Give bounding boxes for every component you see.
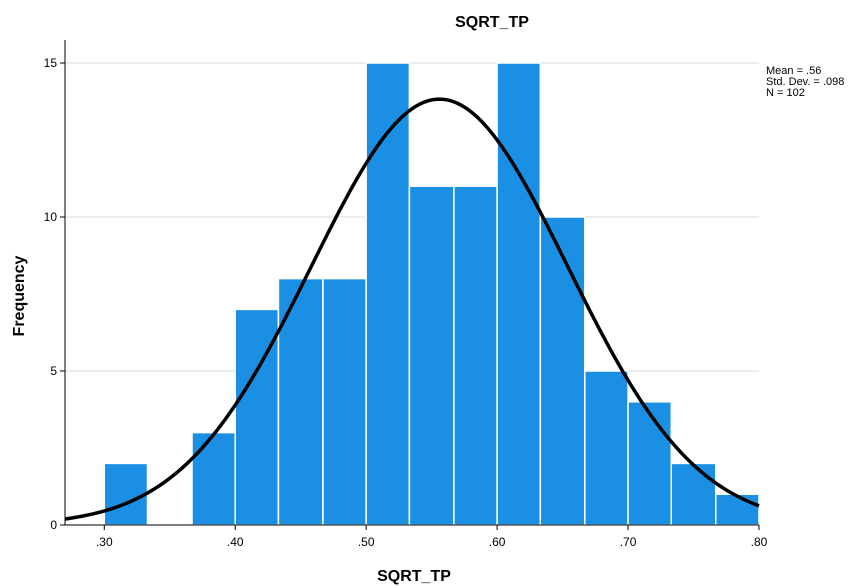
histogram-bar-6 [365, 62, 411, 526]
histogram-bar-8 [453, 185, 498, 526]
histogram-bar-11 [584, 370, 629, 526]
y-axis-title: Frequency [11, 255, 28, 336]
x-tick-label-0: .30 [96, 535, 113, 549]
histogram-bar-12 [627, 401, 673, 526]
histogram-bar-13 [670, 462, 717, 526]
tick-labels: 0 5 10 15 .30 .40 .50 .60 .70 .80 [44, 56, 768, 549]
chart-title: SQRT_TP [455, 14, 529, 31]
normal-curve [64, 97, 760, 521]
y-tick-label-5: 5 [50, 364, 57, 378]
stat-n: N = 102 [766, 87, 805, 99]
stats-box: Mean = .56 Std. Dev. = .098 N = 102 [766, 65, 844, 99]
histogram-bar-0 [103, 462, 149, 526]
stat-std-dev: Std. Dev. = .098 [766, 76, 844, 88]
stat-mean: Mean = .56 [766, 65, 821, 77]
y-tick-label-15: 15 [44, 56, 58, 70]
x-tick-label-4: .70 [620, 535, 637, 549]
histogram-bar-10 [539, 216, 586, 526]
x-tick-label-2: .50 [358, 535, 375, 549]
axes [60, 40, 760, 530]
y-tick-label-0: 0 [50, 518, 57, 532]
x-tick-label-1: .40 [227, 535, 244, 549]
x-tick-label-3: .60 [489, 535, 506, 549]
histogram-bar-2 [191, 431, 236, 526]
y-tick-label-10: 10 [44, 210, 58, 224]
histogram-bar-4 [277, 277, 324, 526]
histogram-bar-9 [496, 62, 542, 526]
x-tick-label-5: .80 [751, 535, 768, 549]
histogram-bars [103, 62, 760, 526]
histogram-bar-7 [408, 185, 455, 526]
histogram-bar-5 [322, 277, 367, 526]
x-axis-title: SQRT_TP [377, 568, 451, 585]
normal-curve-layer [64, 97, 760, 521]
histogram-bar-14 [715, 493, 760, 526]
